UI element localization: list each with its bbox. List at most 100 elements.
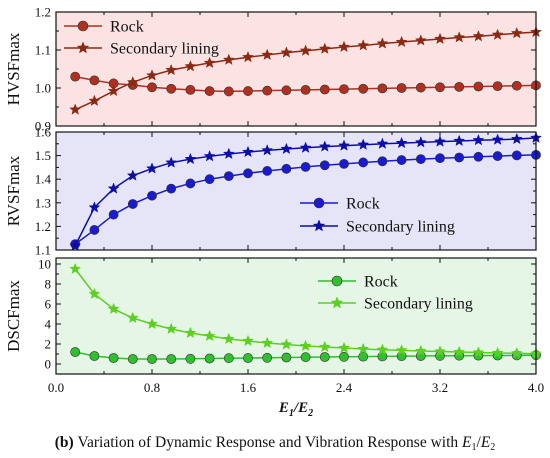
data-point bbox=[89, 351, 100, 361]
legend-marker bbox=[76, 41, 90, 54]
x-tick-label: 1.6 bbox=[240, 380, 257, 395]
data-point bbox=[414, 34, 427, 46]
data-point bbox=[184, 326, 197, 339]
data-point bbox=[261, 144, 274, 156]
data-point bbox=[166, 83, 177, 94]
data-point bbox=[376, 37, 389, 49]
data-point bbox=[454, 152, 465, 163]
data-point bbox=[165, 156, 178, 168]
data-point bbox=[262, 352, 273, 363]
data-point bbox=[222, 147, 235, 160]
data-point bbox=[472, 133, 485, 146]
data-point bbox=[510, 347, 523, 359]
data-point bbox=[511, 150, 522, 161]
data-point bbox=[492, 81, 503, 91]
caption-slash: / bbox=[477, 434, 482, 451]
data-point bbox=[223, 171, 234, 182]
x-tick-label: 0.8 bbox=[144, 380, 160, 395]
data-point bbox=[453, 31, 466, 43]
data-point bbox=[280, 46, 293, 58]
data-point bbox=[511, 80, 522, 91]
y-tick-label: 1.1 bbox=[35, 43, 51, 58]
x-axis-label: E1/E2 bbox=[278, 400, 313, 419]
legend-marker bbox=[312, 219, 326, 232]
data-point bbox=[88, 201, 101, 213]
data-point bbox=[377, 156, 388, 167]
data-point bbox=[473, 81, 484, 92]
y-axis-label: RVSFmax bbox=[4, 155, 23, 226]
data-point bbox=[319, 352, 330, 362]
data-point bbox=[204, 86, 215, 96]
data-point bbox=[107, 302, 120, 315]
x-label-var1: E bbox=[278, 400, 289, 416]
data-point bbox=[395, 344, 408, 356]
data-point bbox=[146, 162, 158, 174]
data-point bbox=[492, 151, 503, 161]
plot-frame bbox=[55, 131, 537, 251]
y-tick-label: 1.4 bbox=[35, 172, 52, 187]
data-point bbox=[339, 351, 349, 362]
data-point bbox=[491, 133, 504, 145]
data-point bbox=[147, 354, 157, 364]
caption-sub2: 2 bbox=[490, 442, 495, 453]
data-point bbox=[88, 94, 101, 107]
data-point bbox=[69, 103, 82, 115]
data-point bbox=[318, 42, 331, 54]
x-label-sub1: 1 bbox=[289, 408, 294, 419]
y-axis-label: DSCFmax bbox=[4, 280, 23, 352]
caption-text: (b) Variation of Dynamic Response and Vi… bbox=[55, 434, 496, 453]
y-tick-label: 1.0 bbox=[35, 81, 51, 96]
x-tick-label: 2.4 bbox=[336, 380, 353, 395]
data-point bbox=[166, 354, 177, 364]
data-point bbox=[223, 86, 234, 97]
data-point bbox=[146, 69, 158, 81]
data-point bbox=[396, 83, 407, 93]
data-point bbox=[127, 354, 138, 364]
data-point bbox=[299, 44, 312, 56]
caption-var2: E bbox=[480, 434, 491, 451]
data-point bbox=[415, 82, 426, 93]
caption-body: Variation of Dynamic Response and Vibrat… bbox=[78, 434, 463, 451]
data-point bbox=[338, 341, 350, 354]
y-tick-label: 1.1 bbox=[35, 243, 51, 258]
data-point bbox=[318, 140, 331, 152]
data-point bbox=[358, 83, 369, 94]
panel-dscf: 0 2 4 6 8 10 DSCFmax Rock Secondary lining bbox=[4, 257, 542, 375]
plot-frame bbox=[55, 257, 537, 375]
data-point bbox=[203, 56, 216, 69]
data-point bbox=[434, 345, 446, 357]
data-point bbox=[395, 35, 408, 48]
data-point bbox=[281, 85, 292, 96]
data-point bbox=[300, 352, 311, 363]
data-point bbox=[262, 166, 273, 176]
data-point bbox=[300, 85, 311, 95]
data-point bbox=[203, 329, 216, 342]
data-point bbox=[472, 30, 485, 42]
y-tick-label: 0.9 bbox=[35, 119, 51, 134]
plot-background bbox=[56, 132, 536, 250]
data-point bbox=[204, 174, 215, 185]
data-point bbox=[377, 83, 388, 94]
panel-rvsf: 1.1 1.2 1.3 1.4 1.5 1.6 RVSFmax Rock Secondary l… bbox=[4, 125, 542, 258]
data-point bbox=[165, 63, 178, 76]
data-point bbox=[299, 339, 312, 352]
data-point bbox=[376, 137, 389, 149]
data-point bbox=[318, 340, 331, 353]
data-point bbox=[414, 136, 427, 148]
figure-caption: (b) Variation of Dynamic Response and Vi… bbox=[55, 434, 496, 453]
data-point bbox=[242, 50, 254, 63]
legend-label: Secondary lining bbox=[110, 41, 219, 58]
x-tick-label: 4.0 bbox=[528, 380, 544, 395]
data-point bbox=[434, 32, 446, 45]
data-point bbox=[319, 160, 330, 171]
plot-background bbox=[56, 12, 536, 126]
data-point bbox=[70, 71, 81, 82]
data-point bbox=[280, 338, 293, 350]
legend-label: Rock bbox=[346, 196, 380, 213]
data-point bbox=[126, 169, 139, 181]
caption-sub1: 1 bbox=[472, 442, 477, 453]
y-tick-label: 1.2 bbox=[35, 219, 51, 234]
y-axis-label: HVSFmax bbox=[4, 32, 23, 105]
legend-label: Rock bbox=[364, 274, 398, 291]
